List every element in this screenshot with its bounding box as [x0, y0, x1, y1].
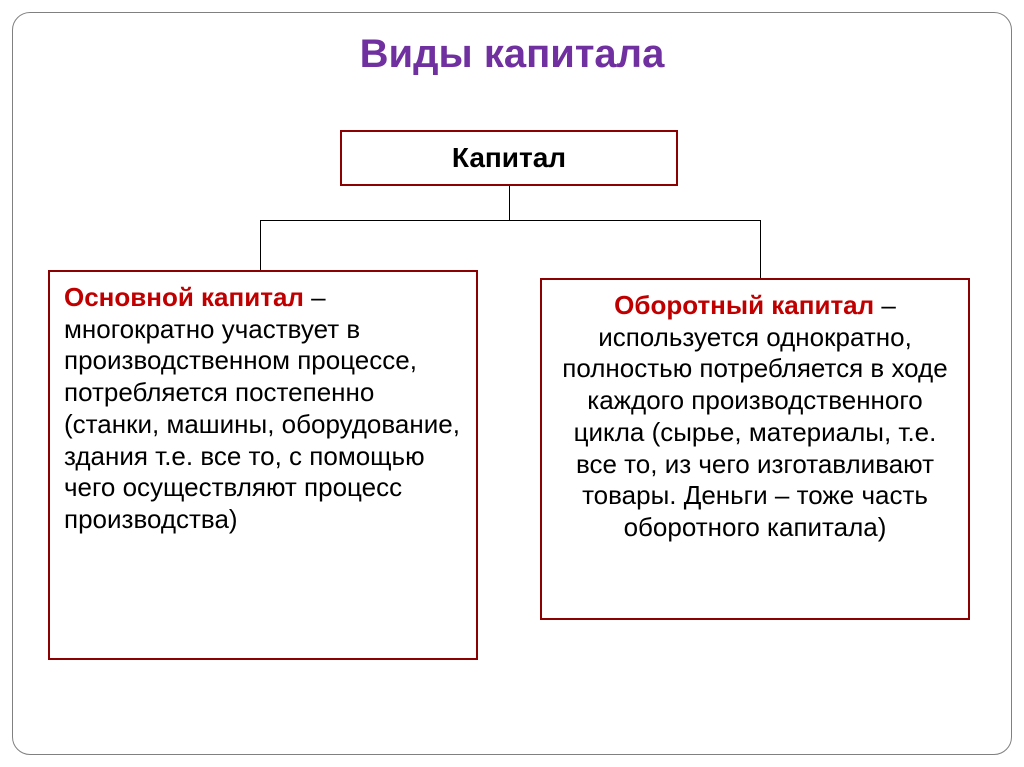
slide-title: Виды капитала [0, 32, 1024, 77]
root-node-label: Капитал [452, 142, 566, 174]
connector-horizontal [260, 220, 760, 221]
root-node-capital: Капитал [340, 130, 678, 186]
connector-stem [509, 186, 510, 220]
connector-drop-left [260, 220, 261, 270]
definition-working-capital: – используется однократно, полностью пот… [562, 290, 947, 542]
leaf-node-fixed-capital: Основной капитал – многократно участвует… [48, 270, 478, 660]
definition-fixed-capital: – многократно участвует в производственн… [64, 282, 460, 534]
term-fixed-capital: Основной капитал [64, 282, 304, 312]
term-working-capital: Оборотный капитал [614, 290, 874, 320]
leaf-node-working-capital: Оборотный капитал – используется однокра… [540, 278, 970, 620]
connector-drop-right [760, 220, 761, 278]
